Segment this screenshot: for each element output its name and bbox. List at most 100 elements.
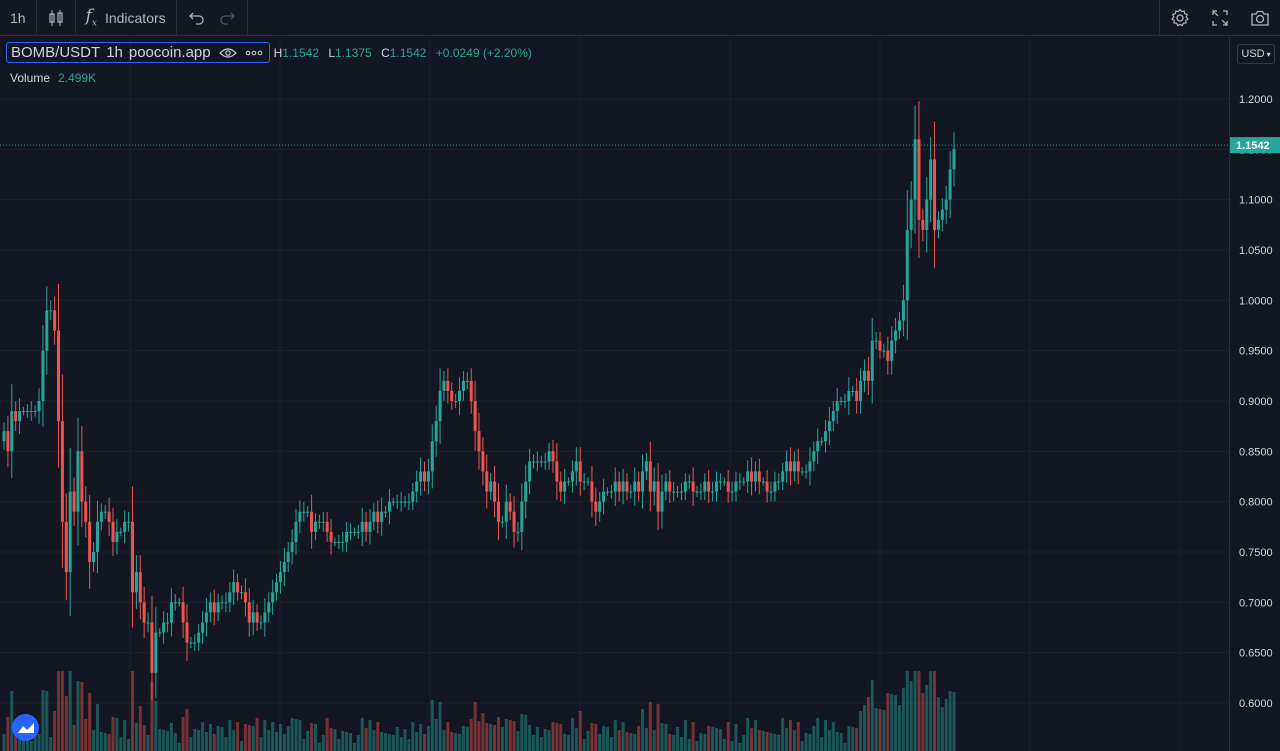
candle-body bbox=[913, 139, 917, 200]
volume-bar bbox=[933, 671, 937, 751]
volume-bar bbox=[921, 693, 925, 751]
interval-button[interactable]: 1h bbox=[10, 9, 26, 26]
price-axis[interactable]: 1.20001.15001.10001.05001.00000.95000.90… bbox=[1229, 37, 1280, 751]
candle-body bbox=[302, 511, 306, 513]
symbol-name: BOMB/USDT bbox=[11, 44, 101, 61]
volume-bar bbox=[648, 702, 652, 751]
candle-body bbox=[637, 481, 641, 492]
candle-body bbox=[718, 481, 722, 483]
more-icon[interactable] bbox=[245, 49, 263, 57]
volume-bar bbox=[166, 731, 170, 751]
chart-type-button[interactable] bbox=[37, 0, 75, 36]
symbol-source: poocoin.app bbox=[128, 44, 211, 61]
candle-body bbox=[21, 411, 25, 413]
redo-button[interactable] bbox=[215, 0, 247, 36]
candle-body bbox=[290, 541, 294, 552]
candle-body bbox=[72, 491, 76, 512]
candle-body bbox=[243, 592, 247, 603]
candle-body bbox=[317, 521, 321, 523]
volume-bar bbox=[473, 702, 477, 751]
currency-label: USD bbox=[1241, 48, 1265, 60]
volume-bar bbox=[197, 730, 201, 751]
top-toolbar: 1h fx Indicators bbox=[0, 0, 1280, 36]
volume-bar bbox=[224, 737, 228, 751]
eye-icon[interactable] bbox=[218, 47, 237, 59]
volume-bar bbox=[399, 737, 403, 751]
candle-body bbox=[722, 481, 726, 483]
volume-bar bbox=[866, 697, 870, 751]
volume-bar bbox=[761, 731, 765, 751]
volume-bar bbox=[695, 741, 699, 751]
candle-body bbox=[641, 471, 645, 492]
candle-body bbox=[800, 471, 804, 473]
indicators-button[interactable]: fx Indicators bbox=[76, 0, 176, 36]
volume-bar bbox=[123, 720, 127, 751]
volume-bar bbox=[14, 728, 18, 751]
candle-body bbox=[504, 501, 508, 522]
volume-bar bbox=[524, 715, 528, 751]
candle-body bbox=[166, 622, 170, 624]
volume-legend: Volume 2.499K bbox=[10, 71, 96, 85]
high-key: H bbox=[273, 45, 283, 60]
volume-bar bbox=[426, 726, 430, 751]
chart-grid bbox=[0, 37, 1229, 751]
volume-bar bbox=[422, 734, 426, 751]
candle-body bbox=[621, 481, 625, 492]
volume-bar bbox=[485, 723, 489, 751]
candle-body bbox=[193, 642, 197, 644]
settings-button[interactable] bbox=[1160, 0, 1200, 36]
candle-body bbox=[613, 481, 617, 492]
volume-bar bbox=[259, 737, 263, 751]
candle-body bbox=[53, 310, 57, 331]
volume-bar bbox=[547, 730, 551, 751]
candle-body bbox=[715, 481, 718, 492]
volume-bar bbox=[489, 724, 493, 751]
candle-body bbox=[691, 481, 695, 492]
currency-selector[interactable]: USD ▾ bbox=[1237, 44, 1275, 64]
candle-body bbox=[894, 330, 898, 341]
volume-bar bbox=[321, 735, 325, 751]
volume-bar bbox=[703, 734, 707, 751]
volume-bar bbox=[940, 707, 944, 751]
candle-body bbox=[341, 541, 345, 543]
volume-bar bbox=[800, 741, 804, 751]
volume-bar bbox=[925, 685, 929, 751]
candle-body bbox=[426, 471, 430, 482]
tradingview-logo-icon[interactable] bbox=[12, 714, 39, 741]
candle-body bbox=[41, 350, 45, 401]
fullscreen-button[interactable] bbox=[1200, 0, 1240, 36]
candle-body bbox=[95, 521, 99, 552]
price-tick-label: 0.6000 bbox=[1239, 698, 1273, 710]
candle-body bbox=[368, 521, 372, 532]
candle-body bbox=[282, 562, 286, 573]
snapshot-button[interactable] bbox=[1240, 0, 1280, 36]
candle-body bbox=[672, 491, 676, 493]
chevron-down-icon: ▾ bbox=[1266, 49, 1271, 59]
candle-body bbox=[162, 622, 166, 633]
candle-body bbox=[683, 481, 687, 492]
candle-body bbox=[263, 612, 267, 623]
candle-body bbox=[123, 521, 127, 532]
candle-body bbox=[866, 370, 870, 381]
volume-bar bbox=[302, 739, 306, 751]
volume-bar bbox=[29, 741, 33, 751]
volume-bar bbox=[438, 702, 442, 751]
candle-body bbox=[862, 370, 866, 381]
candle-body bbox=[189, 642, 193, 644]
candle-body bbox=[493, 481, 497, 502]
symbol-box[interactable]: BOMB/USDT 1h poocoin.app bbox=[6, 42, 270, 63]
price-chart[interactable] bbox=[0, 37, 1229, 751]
volume-bar bbox=[57, 671, 61, 751]
candle-body bbox=[64, 521, 68, 573]
candle-body bbox=[481, 451, 485, 472]
candle-body bbox=[870, 340, 874, 381]
undo-button[interactable] bbox=[177, 0, 215, 36]
candle-body bbox=[878, 340, 882, 351]
price-tick-label: 1.0500 bbox=[1239, 245, 1273, 257]
volume-bar bbox=[605, 727, 609, 751]
volume-bar bbox=[138, 706, 142, 751]
volume-bar bbox=[68, 671, 72, 751]
candle-body bbox=[25, 411, 29, 413]
candle-body bbox=[37, 401, 41, 412]
volume-bar bbox=[142, 725, 146, 751]
